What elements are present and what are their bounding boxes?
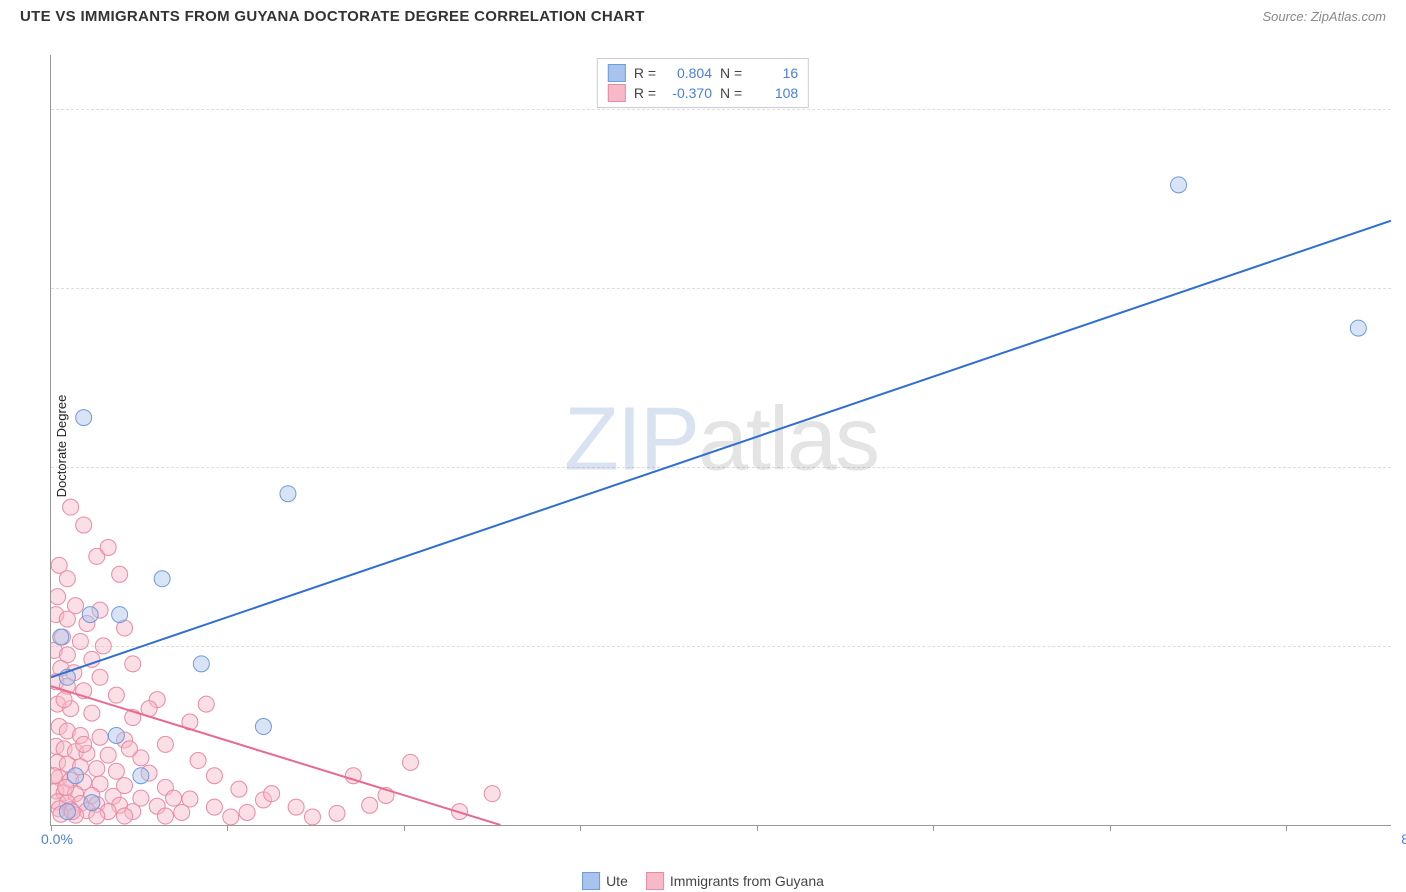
data-point [112,607,128,623]
data-point [190,753,206,769]
data-point [92,729,108,745]
scatter-svg [51,55,1391,825]
data-point [84,795,100,811]
data-point [100,747,116,763]
chart-source: Source: ZipAtlas.com [1262,9,1386,24]
data-point [157,808,173,824]
data-point [76,736,92,752]
x-tick [227,825,228,831]
x-tick [51,825,52,831]
data-point [92,669,108,685]
x-axis-max-label: 80.0% [1401,831,1406,847]
data-point [166,790,182,806]
legend-label-guyana: Immigrants from Guyana [670,873,824,889]
data-point [108,687,124,703]
data-point [89,761,105,777]
r-value-ute: 0.804 [664,65,712,81]
r-value-guyana: -0.370 [664,85,712,101]
data-point [1171,177,1187,193]
data-point [59,611,75,627]
data-point [68,768,84,784]
data-point [108,727,124,743]
swatch-ute [582,872,600,890]
stats-row-ute: R = 0.804 N = 16 [608,63,798,83]
data-point [1350,320,1366,336]
data-point [154,571,170,587]
data-point [206,768,222,784]
data-point [280,486,296,502]
data-point [264,786,280,802]
data-point [108,763,124,779]
y-tick-label: 8.0% [1396,101,1406,117]
data-point [198,696,214,712]
x-tick [933,825,934,831]
y-tick-label: 6.0% [1396,280,1406,296]
data-point [484,786,500,802]
stats-row-guyana: R = -0.370 N = 108 [608,83,798,103]
data-point [82,607,98,623]
x-tick [1286,825,1287,831]
n-label: N = [720,65,742,81]
x-tick [580,825,581,831]
stats-legend: R = 0.804 N = 16 R = -0.370 N = 108 [597,58,809,108]
r-label: R = [634,65,656,81]
data-point [157,736,173,752]
x-tick [757,825,758,831]
swatch-guyana [608,84,626,102]
swatch-ute [608,64,626,82]
legend-item-guyana: Immigrants from Guyana [646,872,824,890]
data-point [117,808,133,824]
data-point [362,797,378,813]
legend-item-ute: Ute [582,872,628,890]
data-point [100,539,116,555]
data-point [76,517,92,533]
data-point [255,719,271,735]
legend-label-ute: Ute [606,873,628,889]
data-point [51,589,66,605]
y-tick-label: 4.0% [1396,459,1406,475]
x-tick [404,825,405,831]
series-legend: Ute Immigrants from Guyana [582,872,824,890]
data-point [329,805,345,821]
x-tick [1110,825,1111,831]
swatch-guyana [646,872,664,890]
n-label: N = [720,85,742,101]
data-point [206,799,222,815]
data-point [112,566,128,582]
data-point [133,768,149,784]
chart-plot-area: ZIPatlas 0.0% 80.0% 2.0%4.0%6.0%8.0% [50,55,1391,826]
data-point [223,809,239,825]
n-value-guyana: 108 [750,85,798,101]
data-point [72,633,88,649]
data-point [121,741,137,757]
data-point [56,692,72,708]
chart-title: UTE VS IMMIGRANTS FROM GUYANA DOCTORATE … [20,8,645,25]
data-point [231,781,247,797]
data-point [288,799,304,815]
data-point [95,638,111,654]
data-point [59,804,75,820]
data-point [403,754,419,770]
data-point [125,656,141,672]
data-point [193,656,209,672]
regression-line [51,221,1391,678]
data-point [304,809,320,825]
x-axis-min-label: 0.0% [41,831,73,847]
data-point [76,410,92,426]
data-point [84,705,100,721]
data-point [174,804,190,820]
y-tick-label: 2.0% [1396,638,1406,654]
data-point [63,499,79,515]
data-point [239,804,255,820]
r-label: R = [634,85,656,101]
n-value-ute: 16 [750,65,798,81]
data-point [53,629,69,645]
data-point [59,571,75,587]
